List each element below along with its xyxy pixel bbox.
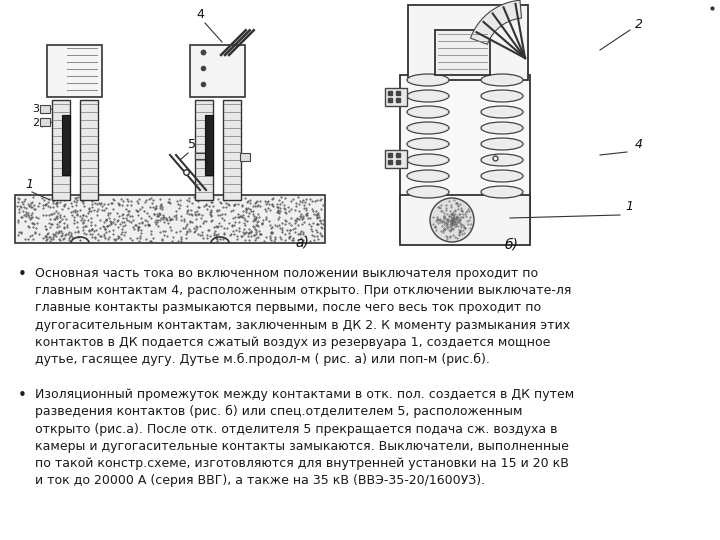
Bar <box>195 100 213 200</box>
Bar <box>385 150 407 168</box>
Ellipse shape <box>407 186 449 198</box>
Ellipse shape <box>407 138 449 150</box>
Text: 3: 3 <box>32 104 40 114</box>
Bar <box>190 45 245 97</box>
Ellipse shape <box>407 170 449 182</box>
Bar <box>47 45 102 97</box>
Text: Изоляционный промежуток между контактами в отк. пол. создается в ДК путем
развед: Изоляционный промежуток между контактами… <box>35 388 575 487</box>
Text: 4: 4 <box>196 8 204 21</box>
Bar <box>400 195 530 245</box>
Bar <box>40 118 50 126</box>
Ellipse shape <box>407 154 449 166</box>
Bar <box>15 195 325 243</box>
Text: 1: 1 <box>625 200 633 213</box>
Bar <box>223 100 241 200</box>
Ellipse shape <box>481 154 523 166</box>
Ellipse shape <box>481 122 523 134</box>
Bar <box>408 5 528 80</box>
Text: •: • <box>18 388 27 403</box>
Circle shape <box>430 198 474 242</box>
Text: 1: 1 <box>25 178 33 191</box>
Text: 2: 2 <box>32 118 40 128</box>
Bar <box>385 88 407 106</box>
Text: Основная часть тока во включенном положении выключателя проходит по
главным конт: Основная часть тока во включенном положе… <box>35 267 572 366</box>
Bar <box>80 100 98 200</box>
Bar <box>52 100 70 200</box>
Ellipse shape <box>481 138 523 150</box>
Text: б): б) <box>505 237 519 251</box>
Bar <box>195 153 207 159</box>
Bar <box>240 153 250 161</box>
Text: 2: 2 <box>635 18 643 31</box>
Ellipse shape <box>407 90 449 102</box>
Text: 4: 4 <box>635 138 643 151</box>
Bar <box>62 115 70 175</box>
Text: •: • <box>18 267 27 282</box>
Text: а): а) <box>295 235 309 249</box>
Bar <box>205 115 213 175</box>
Polygon shape <box>470 0 521 44</box>
Text: 5: 5 <box>188 138 196 151</box>
Bar <box>40 105 50 113</box>
Ellipse shape <box>481 90 523 102</box>
Bar <box>435 30 490 75</box>
Ellipse shape <box>481 170 523 182</box>
Ellipse shape <box>481 186 523 198</box>
Ellipse shape <box>481 74 523 86</box>
Ellipse shape <box>481 106 523 118</box>
Bar <box>400 75 530 240</box>
Ellipse shape <box>407 122 449 134</box>
Ellipse shape <box>407 74 449 86</box>
Ellipse shape <box>407 106 449 118</box>
